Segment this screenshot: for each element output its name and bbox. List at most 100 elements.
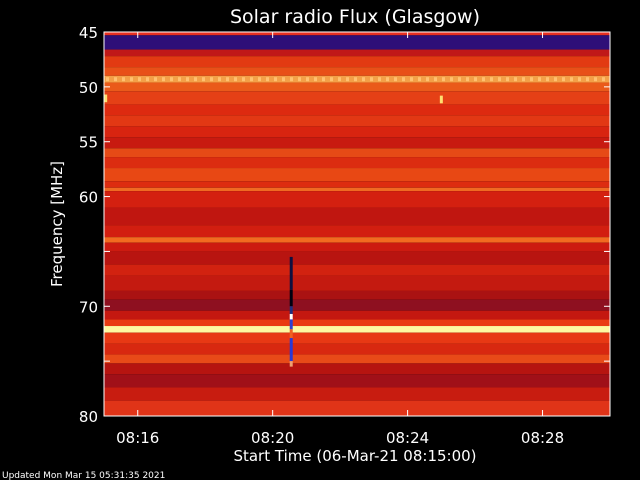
dotted-cell-30 [346, 77, 349, 82]
dotted-cell-39 [418, 77, 421, 82]
burst-segment-4 [289, 319, 293, 330]
dotted-cell-59 [578, 77, 581, 82]
dotted-cell-20 [266, 77, 269, 82]
dotted-cell-12 [202, 77, 205, 82]
dotted-cell-38 [410, 77, 413, 82]
dotted-cell-54 [538, 77, 541, 82]
heatmap-band-26 [104, 299, 610, 311]
heatmap-band-29 [104, 326, 610, 333]
heatmap-band-22 [104, 251, 610, 265]
dotted-cell-58 [570, 77, 573, 82]
bright-spot-0 [439, 95, 443, 104]
heatmap-band-23 [104, 264, 610, 276]
dotted-cell-40 [426, 77, 429, 82]
heatmap-band-33 [104, 363, 610, 375]
heatmap-band-19 [104, 225, 610, 238]
heatmap-band-10 [104, 126, 610, 138]
dotted-cell-15 [226, 77, 229, 82]
heatmap-band-31 [104, 343, 610, 355]
dotted-cell-50 [506, 77, 509, 82]
dotted-cell-51 [514, 77, 517, 82]
dotted-cell-61 [594, 77, 597, 82]
dotted-cell-24 [298, 77, 301, 82]
dotted-cell-22 [282, 77, 285, 82]
heatmap-band-0 [104, 32, 610, 36]
heatmap-band-3 [104, 56, 610, 68]
x-tick-label-3: 08:28 [521, 429, 564, 447]
y-tick-label-45: 45 [79, 24, 98, 42]
heatmap-band-20 [104, 237, 610, 243]
heatmap-band-8 [104, 104, 610, 116]
heatmap-band-15 [104, 181, 610, 188]
dotted-cell-27 [322, 77, 325, 82]
y-axis: 45 50 55 60 70 80 [79, 24, 610, 426]
plot-frame [103, 31, 611, 417]
dotted-cell-4 [138, 77, 141, 82]
heatmap-band-6 [104, 82, 610, 92]
heatmap-band-12 [104, 148, 610, 158]
dotted-cell-41 [434, 77, 437, 82]
heatmap-band-18 [104, 207, 610, 226]
y-tick-label-50: 50 [79, 79, 98, 97]
dotted-cell-44 [458, 77, 461, 82]
dotted-cell-8 [170, 77, 173, 82]
dotted-cell-52 [522, 77, 525, 82]
y-tick-label-70: 70 [79, 298, 98, 316]
dotted-cell-14 [218, 77, 221, 82]
heatmap-band-13 [104, 157, 610, 169]
heatmap-band-14 [104, 168, 610, 182]
y-tick-label-55: 55 [79, 134, 98, 152]
dotted-cell-36 [394, 77, 397, 82]
plot-marks [104, 77, 605, 367]
dotted-cell-56 [554, 77, 557, 82]
chart-title: Solar radio Flux (Glasgow) [230, 6, 480, 28]
heatmap-band-25 [104, 290, 610, 300]
heatmap-area [104, 32, 610, 416]
dotted-cell-16 [234, 77, 237, 82]
heatmap-band-35 [104, 387, 610, 401]
burst-segment-2 [289, 306, 293, 314]
dotted-cell-57 [562, 77, 565, 82]
dotted-cell-34 [378, 77, 381, 82]
heatmap-band-28 [104, 319, 610, 327]
dotted-cell-26 [314, 77, 317, 82]
y-axis-title: Frequency [MHz] [48, 161, 66, 287]
dotted-cell-25 [306, 77, 309, 82]
dotted-cell-19 [258, 77, 261, 82]
dotted-cell-23 [290, 77, 293, 82]
x-axis: 08:16 08:20 08:24 08:28 [116, 32, 564, 447]
dotted-cell-18 [250, 77, 253, 82]
x-axis-title: Start Time (06-Mar-21 08:15:00) [233, 447, 476, 465]
x-tick-label-0: 08:16 [116, 429, 159, 447]
heatmap-band-9 [104, 115, 610, 127]
heatmap-band-1 [104, 35, 610, 50]
dotted-cell-2 [122, 77, 125, 82]
dotted-cell-32 [362, 77, 365, 82]
dotted-cell-13 [210, 77, 213, 82]
heatmap-band-7 [104, 91, 610, 105]
updated-timestamp: Updated Mon Mar 15 05:31:35 2021 [2, 471, 165, 480]
dotted-cell-46 [474, 77, 477, 82]
heatmap-band-2 [104, 49, 610, 57]
heatmap-band-27 [104, 310, 610, 320]
burst-segment-6 [289, 338, 293, 362]
dotted-cell-11 [194, 77, 197, 82]
dotted-cell-60 [586, 77, 589, 82]
heatmap-band-4 [104, 67, 610, 76]
dotted-cell-45 [466, 77, 469, 82]
dotted-cell-17 [242, 77, 245, 82]
dotted-cell-48 [490, 77, 493, 82]
dotted-cell-55 [546, 77, 549, 82]
dotted-cell-62 [602, 77, 605, 82]
dotted-cell-47 [482, 77, 485, 82]
burst-segment-0 [289, 256, 293, 290]
heatmap-band-30 [104, 332, 610, 344]
dotted-cell-1 [114, 77, 117, 82]
dotted-cell-10 [186, 77, 189, 82]
x-tick-label-2: 08:24 [386, 429, 429, 447]
burst-segment-3 [289, 313, 293, 320]
dotted-cell-6 [154, 77, 157, 82]
burst-segment-7 [289, 361, 293, 367]
dotted-cell-37 [402, 77, 405, 82]
